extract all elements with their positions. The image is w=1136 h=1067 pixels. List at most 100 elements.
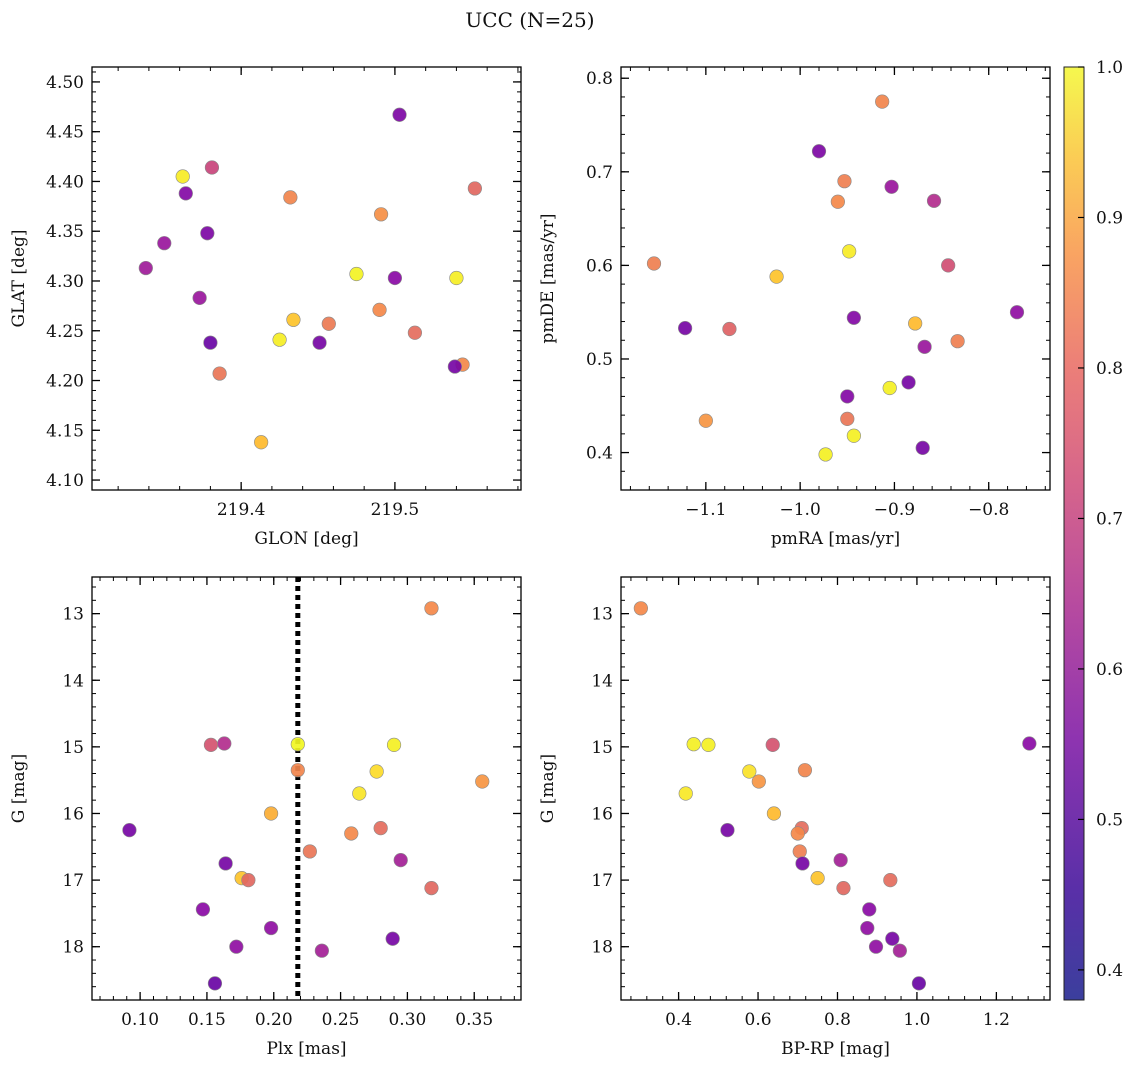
y-axis-label: pmDE [mas/yr] [538,213,558,343]
scatter-point [862,902,877,917]
scatter-point [302,844,317,859]
scatter-point [467,181,482,196]
scatter-point [892,943,907,958]
x-tick-label: 219.5 [371,500,420,520]
y-tick-label: 4.40 [46,172,84,192]
scatter-point [254,435,269,450]
scatter-point [769,269,784,284]
y-axis-label: G [mag] [9,754,29,823]
x-tick-label: 219.4 [217,500,266,520]
y-tick-label: 14 [62,671,84,691]
scatter-point [926,193,942,208]
scatter-point [200,226,215,241]
y-axis-label: G [mag] [538,754,558,823]
scatter-point [646,256,662,271]
scatter-point [742,764,757,779]
scatter-point [203,737,219,752]
scatter-point [369,764,384,779]
colorbar-gradient [1063,66,1085,1001]
x-tick-label: 1.0 [903,1010,930,1030]
scatter-point [883,872,898,888]
x-tick-label: 0.25 [322,1010,360,1030]
scatter-point [720,823,735,838]
scatter-point [792,844,807,859]
scatter-point [836,880,851,896]
scatter-point [765,737,780,752]
scatter-point [751,774,766,789]
y-tick-label: 14 [591,671,613,691]
y-tick-label: 15 [62,738,84,758]
scatter-point [797,763,813,778]
x-tick-label: −1.0 [780,500,821,520]
y-tick-label: 18 [591,938,613,958]
scatter-point [686,737,701,752]
axes-frame [620,66,1051,491]
scatter-point [766,806,782,821]
scatter-point [385,931,400,946]
x-tick-label: 0.6 [745,1010,772,1030]
y-tick-label: 16 [591,804,613,824]
scatter-point [424,601,439,616]
y-tick-label: 0.6 [586,256,613,276]
axes-frame [91,576,522,1001]
scatter-point [698,413,713,428]
scatter-point [795,856,810,871]
scatter-point [941,258,956,273]
scatter-point [204,160,220,175]
y-tick-label: 4.15 [46,421,84,441]
y-tick-label: 0.4 [586,444,613,464]
scatter-point [207,976,223,991]
panel-pmra-pmde: −1.1 −1.0 −0.9 −0.8 0.4 0.5 0.6 0.7 0.8 pmRA [mas… [538,66,1051,549]
axes-frame [620,576,1051,1001]
y-tick-label: 13 [591,605,613,625]
scatter-point [790,826,805,841]
scatter-point [475,774,490,789]
scatter-point [393,853,408,868]
y-tick-label: 4.20 [46,372,84,392]
y-tick-label: 0.7 [586,163,613,183]
scatter-point [290,763,305,778]
scatter-point [840,389,855,404]
scatter-point [195,902,211,917]
scatter-point [122,823,137,838]
y-tick-label: 15 [591,738,613,758]
scatter-point [372,302,387,317]
scatter-point [840,411,855,426]
colorbar-tick-label: 0.8 [1096,359,1123,379]
scatter-point [915,440,930,455]
x-tick-label: −0.8 [968,500,1009,520]
scatter-point [344,826,359,841]
axes-frame [91,66,522,491]
figure-title: UCC (N=25) [465,8,594,32]
scatter-point [263,920,279,936]
scatter-point [882,380,897,396]
scatter-point [290,737,305,752]
scatter-point [811,144,827,159]
scatter-point [241,872,256,888]
scatter-point [846,428,861,443]
scatter-point [901,375,916,390]
panel-plx-g: 0.10 0.15 0.20 0.25 0.30 0.35 13 14 15 16 17 18 Plx … [9,576,522,1059]
scatter-point [175,169,190,184]
scatter-point [263,806,279,821]
y-tick-label: 4.25 [46,322,84,342]
panel-bprp-g: 0.4 0.6 0.8 1.0 1.2 13 14 15 16 17 18 BP-RP [mag] G … [538,576,1051,1059]
scatter-point [833,853,848,868]
scatter-point [217,736,232,751]
colorbar-tick-label: 0.6 [1096,660,1123,680]
scatter-point [212,366,227,381]
x-axis-label: GLON [deg] [254,529,358,549]
scatter-point [908,316,923,331]
scatter-point [875,94,890,109]
scatter-point [314,943,329,958]
scatter-point [633,601,648,616]
scatter-point [138,260,153,276]
scatter-point [218,856,233,871]
colorbar-tick-label: 0.9 [1096,208,1123,228]
x-tick-label: 0.8 [824,1010,851,1030]
scatter-point [810,870,825,886]
scatter-point [229,939,244,954]
x-tick-label: 0.10 [121,1010,159,1030]
scatter-point [352,786,367,801]
